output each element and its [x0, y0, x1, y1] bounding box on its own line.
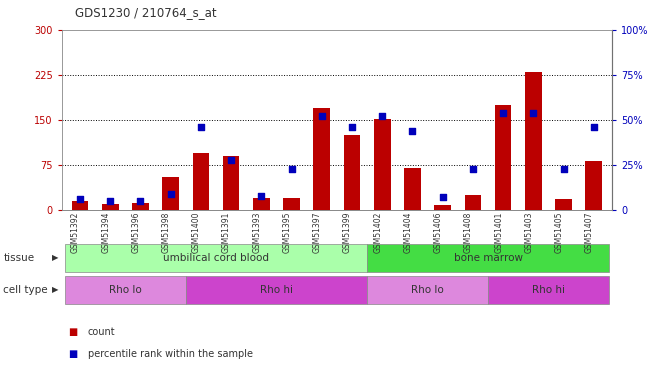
Text: GSM51406: GSM51406: [434, 212, 443, 254]
Bar: [72, 201, 89, 210]
Text: GSM51391: GSM51391: [222, 212, 231, 253]
Text: count: count: [88, 327, 115, 337]
Bar: [65, 244, 367, 272]
Bar: [283, 198, 300, 210]
Text: ▶: ▶: [52, 254, 59, 262]
Point: [286, 166, 297, 172]
Bar: [132, 203, 148, 210]
Bar: [102, 204, 118, 210]
Point: [75, 196, 85, 202]
Bar: [367, 244, 609, 272]
Bar: [488, 276, 609, 304]
Point: [165, 191, 176, 197]
Text: GSM51408: GSM51408: [464, 212, 473, 253]
Point: [196, 124, 206, 130]
Text: GSM51396: GSM51396: [132, 212, 141, 254]
Text: ■: ■: [68, 327, 77, 337]
Bar: [314, 108, 330, 210]
Bar: [495, 105, 512, 210]
Text: GSM51399: GSM51399: [343, 212, 352, 254]
Bar: [585, 161, 602, 210]
Point: [589, 124, 599, 130]
Bar: [223, 156, 240, 210]
Point: [528, 110, 538, 116]
Bar: [253, 198, 270, 210]
Text: ▶: ▶: [52, 285, 59, 294]
Bar: [367, 276, 488, 304]
Text: percentile rank within the sample: percentile rank within the sample: [88, 350, 253, 359]
Bar: [186, 276, 367, 304]
Text: GSM51392: GSM51392: [71, 212, 80, 253]
Text: GSM51400: GSM51400: [192, 212, 201, 254]
Text: Rho hi: Rho hi: [532, 285, 565, 295]
Point: [377, 113, 387, 119]
Point: [135, 198, 146, 204]
Point: [347, 124, 357, 130]
Text: GSM51397: GSM51397: [312, 212, 322, 254]
Point: [316, 113, 327, 119]
Text: tissue: tissue: [3, 253, 35, 263]
Point: [498, 110, 508, 116]
Point: [467, 166, 478, 172]
Text: GDS1230 / 210764_s_at: GDS1230 / 210764_s_at: [75, 6, 217, 19]
Text: GSM51407: GSM51407: [585, 212, 594, 254]
Bar: [374, 119, 391, 210]
Bar: [193, 153, 209, 210]
Text: GSM51403: GSM51403: [524, 212, 533, 254]
Text: GSM51398: GSM51398: [161, 212, 171, 253]
Point: [105, 198, 115, 204]
Bar: [404, 168, 421, 210]
Text: GSM51401: GSM51401: [494, 212, 503, 253]
Text: umbilical cord blood: umbilical cord blood: [163, 253, 269, 263]
Bar: [162, 177, 179, 210]
Text: ■: ■: [68, 350, 77, 359]
Text: GSM51393: GSM51393: [253, 212, 261, 254]
Bar: [555, 199, 572, 210]
Text: GSM51394: GSM51394: [101, 212, 110, 254]
Text: GSM51402: GSM51402: [373, 212, 382, 253]
Text: GSM51395: GSM51395: [283, 212, 292, 254]
Text: Rho lo: Rho lo: [109, 285, 142, 295]
Text: GSM51404: GSM51404: [404, 212, 413, 254]
Text: Rho lo: Rho lo: [411, 285, 444, 295]
Text: Rho hi: Rho hi: [260, 285, 293, 295]
Point: [256, 193, 266, 199]
Point: [226, 157, 236, 163]
Point: [408, 128, 418, 134]
Bar: [65, 276, 186, 304]
Bar: [525, 72, 542, 210]
Bar: [465, 195, 481, 210]
Bar: [434, 205, 451, 210]
Bar: [344, 135, 360, 210]
Text: cell type: cell type: [3, 285, 48, 295]
Point: [559, 166, 569, 172]
Text: bone marrow: bone marrow: [454, 253, 523, 263]
Text: GSM51405: GSM51405: [555, 212, 564, 254]
Point: [437, 194, 448, 200]
